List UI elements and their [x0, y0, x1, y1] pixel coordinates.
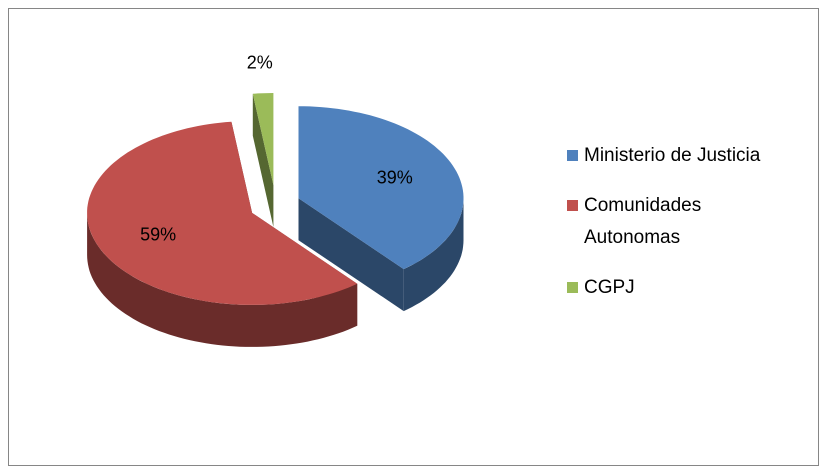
legend-swatch: [567, 200, 578, 211]
slice: [298, 106, 464, 270]
slice: [252, 93, 274, 185]
slice-outer-wall: [403, 198, 464, 312]
legend-label: Comunidades Autonomas: [584, 195, 702, 248]
slice-radial-wall: [252, 93, 274, 227]
data-label: 2%: [247, 53, 273, 73]
slice-side: [252, 93, 274, 227]
data-label: 39%: [377, 168, 413, 188]
slice-radial-wall: [298, 198, 404, 312]
legend-swatch: [567, 150, 578, 161]
legend: Ministerio de Justicia Comunidades Autono…: [567, 140, 807, 322]
slice-side: [298, 198, 464, 312]
legend-label: CGPJ: [584, 277, 635, 298]
legend-item: Ministerio de Justicia: [567, 140, 807, 172]
legend-label: Ministerio de Justicia: [584, 145, 761, 166]
slice-outer-wall: [87, 212, 358, 347]
data-label: 59%: [140, 224, 176, 244]
legend-item: Comunidades Autonomas: [567, 190, 807, 254]
slice-tops: [87, 93, 464, 305]
legend-item: CGPJ: [567, 272, 807, 304]
slice: [87, 121, 358, 305]
legend-swatch: [567, 282, 578, 293]
chart-frame: [8, 8, 819, 466]
